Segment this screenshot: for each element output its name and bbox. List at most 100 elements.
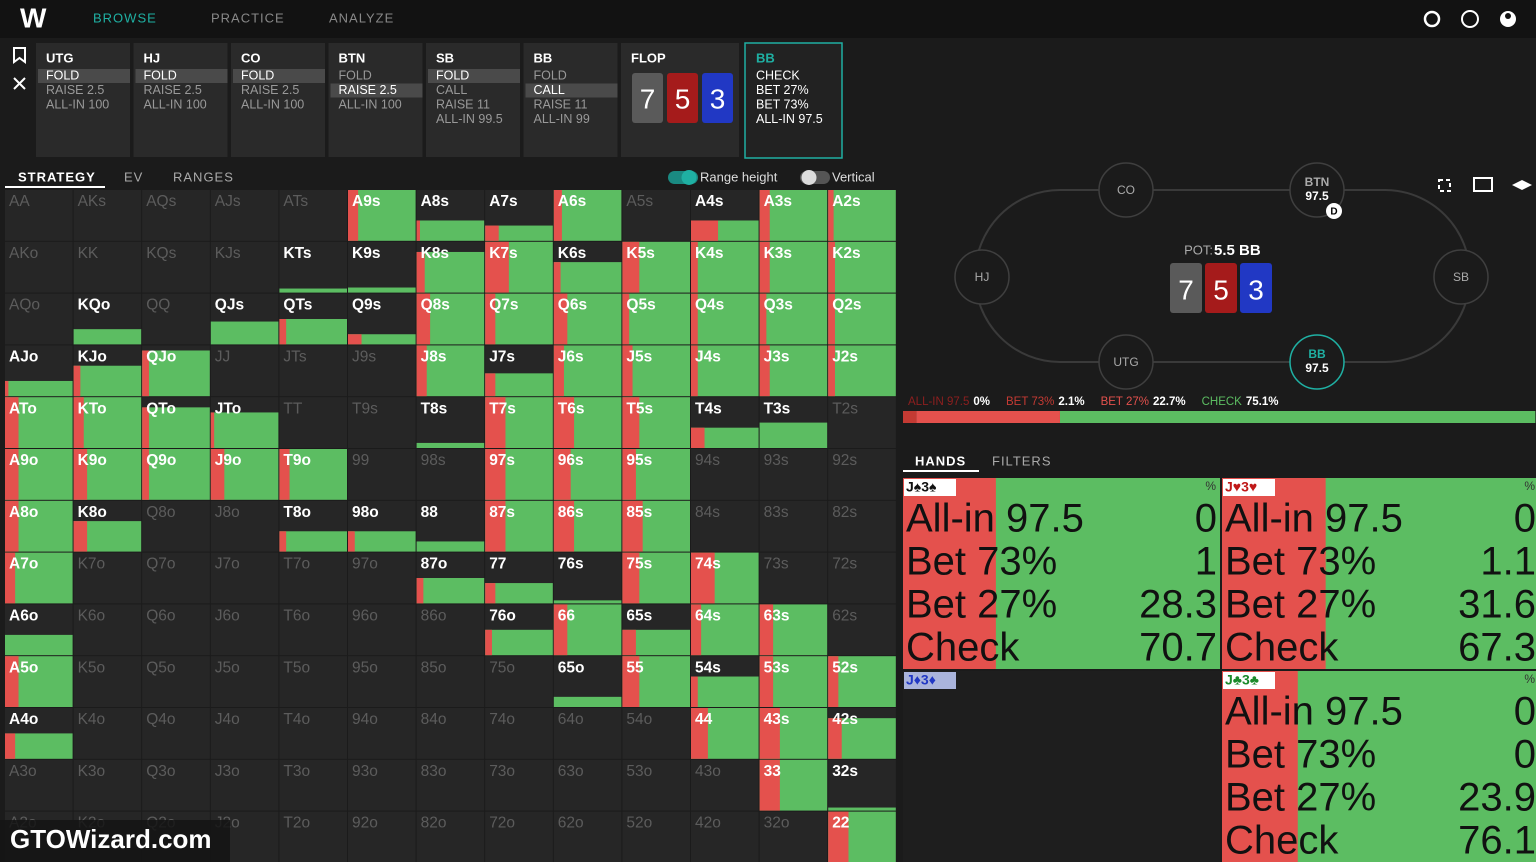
hand-cell[interactable] [485, 656, 553, 707]
hand-cell[interactable] [5, 759, 73, 811]
hand-cell[interactable] [691, 811, 759, 862]
hand-cell[interactable] [5, 293, 73, 345]
hand-cell[interactable] [142, 500, 210, 552]
hand-cell[interactable] [5, 241, 73, 293]
hand-cell[interactable] [828, 449, 896, 500]
hand-cell[interactable] [348, 552, 416, 604]
hand-cell[interactable] [142, 656, 210, 707]
hand-cell[interactable] [73, 552, 142, 604]
hand-cell[interactable] [210, 552, 279, 604]
hand-cell[interactable] [348, 449, 416, 500]
hand-cell[interactable] [348, 759, 416, 811]
hand-cell[interactable] [348, 345, 416, 397]
hand-cell[interactable] [416, 656, 485, 707]
current-option[interactable]: BET 73% [756, 97, 809, 111]
hands-tab[interactable]: FILTERS [992, 453, 1052, 468]
current-option[interactable]: ALL-IN 97.5 [756, 112, 823, 126]
hand-cell[interactable] [485, 708, 553, 759]
action-card[interactable] [231, 43, 325, 157]
hand-cell[interactable] [348, 656, 416, 707]
hand-cell[interactable] [553, 708, 622, 759]
view-tab[interactable]: STRATEGY [18, 169, 96, 184]
hand-cell[interactable] [691, 759, 759, 811]
hand-cell[interactable] [279, 190, 347, 241]
hand-cell[interactable] [73, 759, 142, 811]
hand-cell[interactable] [73, 190, 142, 241]
hand-cell[interactable] [142, 293, 210, 345]
hand-cell[interactable] [416, 604, 485, 656]
hand-cell[interactable] [691, 449, 759, 500]
hand-cell[interactable] [279, 656, 347, 707]
hand-cell[interactable] [279, 708, 347, 759]
action-card[interactable] [133, 43, 228, 157]
hands-tab[interactable]: HANDS [915, 453, 966, 468]
nav-tab[interactable]: ANALYZE [329, 10, 394, 25]
action-card[interactable] [523, 43, 618, 157]
hand-cell[interactable] [691, 500, 759, 552]
hand-cell[interactable] [348, 604, 416, 656]
hand-cell[interactable] [416, 449, 485, 500]
hand-cell[interactable] [142, 708, 210, 759]
view-tab[interactable]: EV [124, 169, 143, 184]
view-tab[interactable]: RANGES [173, 169, 234, 184]
current-option[interactable]: BET 27% [756, 83, 809, 97]
hand-cell[interactable] [210, 708, 279, 759]
action-card[interactable] [426, 43, 520, 157]
hand-cell[interactable] [348, 811, 416, 862]
nav-tab[interactable]: PRACTICE [211, 10, 285, 25]
hand-cell[interactable] [348, 397, 416, 448]
hand-cell[interactable] [210, 345, 279, 397]
hand-cell[interactable] [210, 241, 279, 293]
hand-cell[interactable] [210, 656, 279, 707]
hand-cell[interactable] [759, 811, 828, 862]
nav-tab[interactable]: BROWSE [93, 10, 157, 25]
current-option[interactable]: CHECK [756, 68, 800, 82]
hand-cell[interactable] [73, 708, 142, 759]
toggle-knob[interactable] [801, 170, 817, 185]
action-card[interactable] [328, 43, 423, 157]
toggle-knob[interactable] [681, 170, 697, 185]
bookmark-icon[interactable] [13, 47, 26, 64]
settings-icon[interactable] [1423, 10, 1441, 28]
present-icon[interactable] [1473, 177, 1493, 192]
hand-cell[interactable] [416, 759, 485, 811]
hand-cell[interactable] [828, 552, 896, 604]
account-icon[interactable] [1500, 11, 1516, 27]
hand-cell[interactable] [348, 241, 416, 293]
hand-cell[interactable] [553, 811, 622, 862]
hand-cell[interactable] [759, 552, 828, 604]
hand-cell[interactable] [142, 552, 210, 604]
hand-cell[interactable] [279, 345, 347, 397]
hand-cell[interactable] [553, 759, 622, 811]
hand-cell[interactable] [553, 552, 622, 604]
hand-cell[interactable] [828, 500, 896, 552]
close-icon[interactable] [13, 77, 26, 90]
hand-cell[interactable] [485, 811, 553, 862]
hand-cell[interactable] [210, 759, 279, 811]
hand-cell[interactable] [279, 811, 347, 862]
hand-cell[interactable] [142, 190, 210, 241]
hand-cell[interactable] [622, 190, 690, 241]
hand-cell[interactable] [828, 604, 896, 656]
hand-cell[interactable] [622, 759, 690, 811]
hand-cell[interactable] [210, 190, 279, 241]
hand-cell[interactable] [279, 241, 347, 293]
help-icon[interactable] [1461, 10, 1479, 28]
hand-cell[interactable] [210, 604, 279, 656]
hand-cell[interactable] [622, 708, 690, 759]
hand-cell[interactable] [73, 604, 142, 656]
fullscreen-icon[interactable] [1438, 179, 1451, 192]
hand-cell[interactable] [5, 190, 73, 241]
hand-cell[interactable] [279, 552, 347, 604]
hand-cell[interactable] [73, 241, 142, 293]
hand-cell[interactable] [416, 397, 485, 448]
hand-cell[interactable] [416, 708, 485, 759]
hand-cell[interactable] [73, 656, 142, 707]
hand-cell[interactable] [279, 397, 347, 448]
hand-cell[interactable] [416, 811, 485, 862]
hand-cell[interactable] [279, 759, 347, 811]
hand-cell[interactable] [142, 241, 210, 293]
hand-cell[interactable] [759, 449, 828, 500]
hand-cell[interactable] [142, 759, 210, 811]
learn-icon[interactable] [1512, 180, 1532, 190]
